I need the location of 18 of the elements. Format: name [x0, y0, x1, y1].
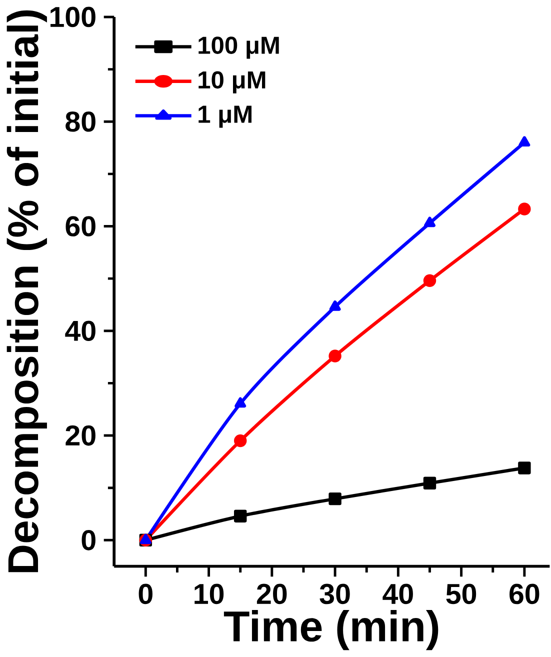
x-tick-label: 50: [446, 584, 476, 604]
y-tick-label: 60: [66, 216, 96, 236]
x-tick-label: 20: [256, 584, 287, 604]
y-tick-label: 20: [66, 425, 96, 446]
x-tick-label: 40: [382, 584, 413, 604]
x-axis-title: Time (min): [224, 610, 438, 650]
y-tick-label: 100: [50, 6, 96, 28]
y-axis-title: Decomposition (% of initial): [6, 10, 47, 572]
legend-label: 1 μM: [198, 106, 252, 128]
y-tick-label: 0: [82, 530, 96, 550]
x-tick-label: 60: [509, 584, 540, 604]
legend-label: 10 μM: [198, 71, 266, 94]
x-tick-label: 0: [138, 584, 152, 604]
y-tick-label: 80: [66, 111, 96, 132]
x-tick-label: 10: [194, 584, 224, 604]
x-tick-label: 30: [320, 584, 350, 604]
legend-label: 100 μM: [198, 36, 279, 59]
y-tick-label: 40: [65, 320, 96, 342]
